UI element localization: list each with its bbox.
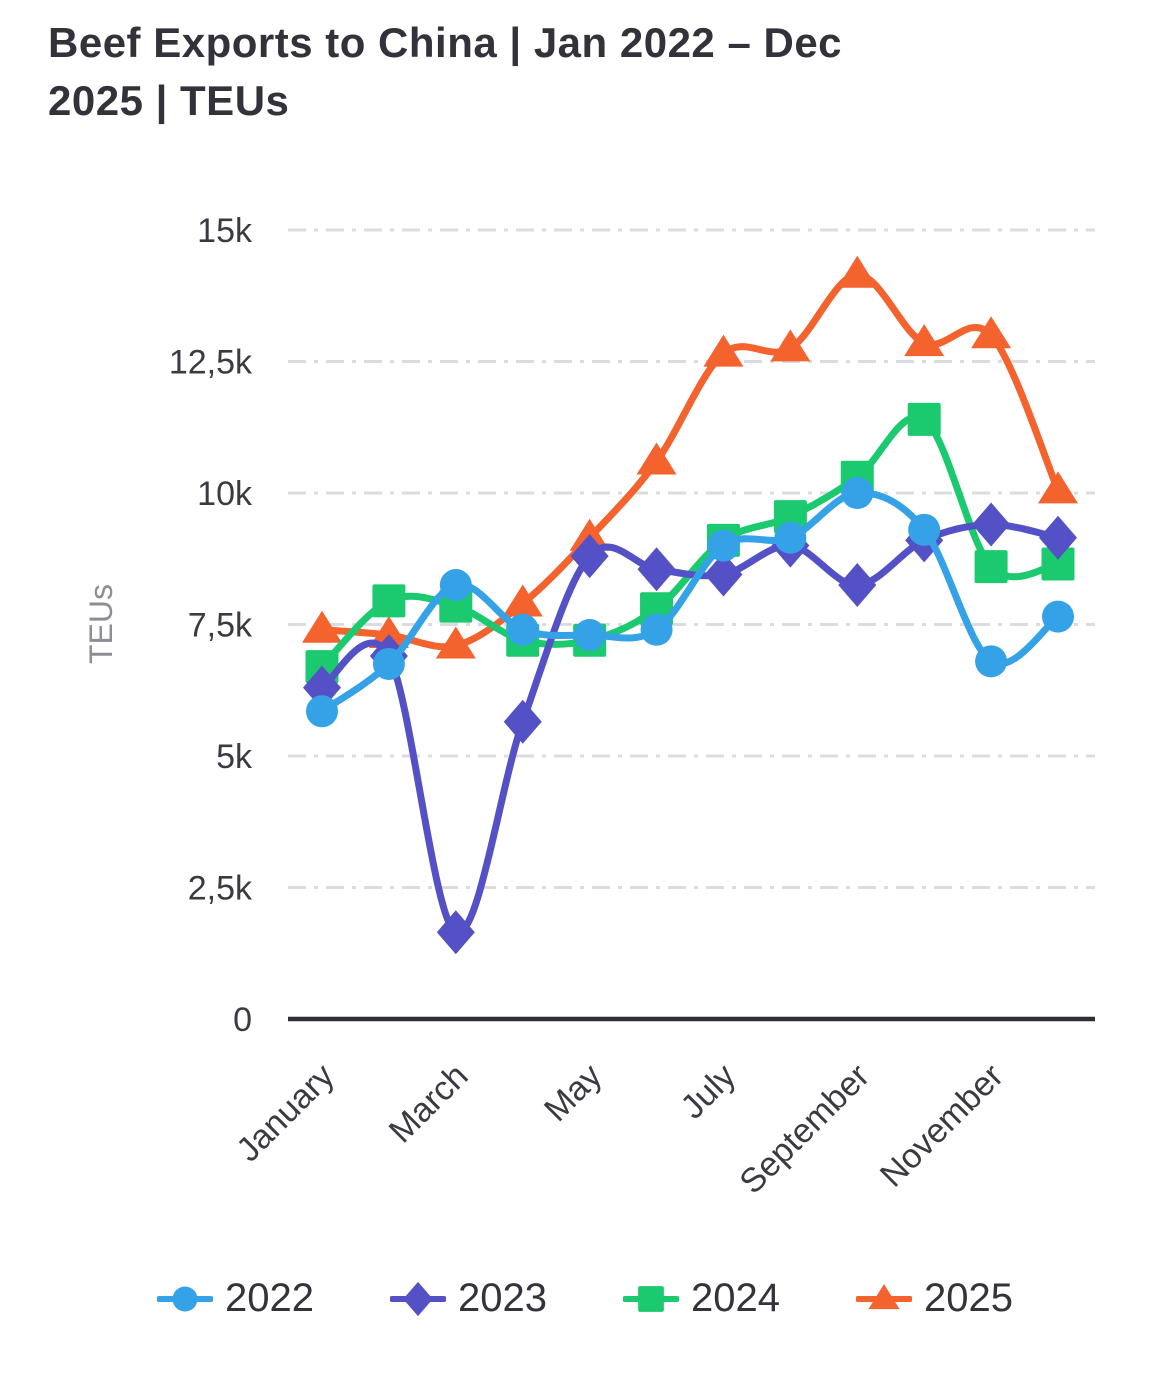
data-point-2022-April[interactable] (506, 613, 539, 646)
y-tick-label: 15k (197, 212, 253, 250)
chart-legend: 2022 2023 2024 2025 (0, 1276, 1170, 1321)
data-point-2022-May[interactable] (573, 619, 606, 652)
legend-marker-shape (172, 1286, 198, 1311)
series-line-2024 (318, 413, 1062, 671)
x-tick-label: July (673, 1057, 743, 1127)
data-point-2023-December[interactable] (1039, 515, 1077, 560)
data-point-2022-July[interactable] (707, 529, 740, 562)
legend-marker-shape (638, 1285, 664, 1312)
data-point-2025-November[interactable] (971, 316, 1012, 349)
data-point-2025-March[interactable] (435, 626, 476, 659)
x-tick-label: May (537, 1057, 609, 1129)
chart-title-line-2: 2025 | TEUs (48, 76, 290, 124)
data-point-2023-September[interactable] (838, 563, 877, 608)
legend-square-icon (623, 1285, 679, 1312)
data-point-2025-October[interactable] (904, 324, 945, 357)
legend-item-2023[interactable]: 2023 (390, 1276, 547, 1321)
data-point-2022-October[interactable] (908, 513, 941, 546)
chart-title: Beef Exports to China | Jan 2022 – Dec 2… (48, 14, 1038, 130)
data-point-2023-July[interactable] (704, 552, 743, 597)
data-point-2024-February[interactable] (372, 584, 406, 618)
legend-label-2023: 2023 (458, 1276, 547, 1320)
data-point-2023-April[interactable] (503, 699, 542, 744)
data-point-2023-March[interactable] (436, 910, 475, 955)
legend-item-2024[interactable]: 2024 (623, 1276, 780, 1321)
legend-circle-icon (157, 1286, 214, 1311)
legend-marker-shape (868, 1283, 900, 1309)
legend-marker-shape (403, 1281, 433, 1316)
legend-item-2025[interactable]: 2025 (855, 1276, 1013, 1321)
data-point-2025-June[interactable] (636, 442, 677, 475)
data-point-2025-April[interactable] (502, 584, 543, 617)
legend-item-2022[interactable]: 2022 (157, 1276, 314, 1321)
data-point-2022-November[interactable] (975, 645, 1008, 678)
data-point-2024-November[interactable] (974, 550, 1008, 584)
data-point-2023-June[interactable] (637, 547, 676, 592)
data-point-2022-December[interactable] (1042, 600, 1074, 633)
data-point-2025-August[interactable] (770, 329, 811, 362)
data-point-2022-January[interactable] (306, 695, 338, 728)
x-tick-label: September (732, 1057, 876, 1201)
y-axis-title: TEUs (83, 584, 119, 664)
legend-label-2024: 2024 (691, 1276, 780, 1320)
data-point-2023-May[interactable] (570, 534, 609, 579)
y-tick-label: 7,5k (188, 607, 253, 645)
data-point-2023-November[interactable] (972, 502, 1011, 547)
data-point-2025-January[interactable] (302, 610, 342, 643)
x-tick-label: November (873, 1057, 1011, 1195)
x-tick-label: March (382, 1057, 476, 1151)
data-point-2025-July[interactable] (703, 334, 744, 367)
data-point-2022-September[interactable] (841, 477, 874, 509)
legend-triangle-icon (855, 1283, 912, 1309)
data-point-2024-October[interactable] (907, 402, 941, 436)
chart-title-line-1: Beef Exports to China | Jan 2022 – Dec (48, 19, 843, 66)
legend-diamond-icon (390, 1281, 447, 1316)
series-line-2022 (318, 489, 1062, 715)
legend-label-2025: 2025 (923, 1276, 1013, 1320)
y-tick-label: 12,5k (169, 344, 253, 382)
data-point-2025-December[interactable] (1038, 471, 1078, 504)
data-point-2022-February[interactable] (372, 647, 405, 680)
data-point-2022-March[interactable] (439, 569, 472, 602)
data-point-2024-December[interactable] (1041, 547, 1075, 581)
y-tick-label: 5k (216, 738, 253, 776)
data-point-2022-June[interactable] (640, 613, 673, 646)
x-tick-label: January (229, 1057, 341, 1169)
legend-label-2022: 2022 (225, 1276, 315, 1320)
data-point-2022-August[interactable] (774, 521, 807, 554)
y-tick-label: 0 (233, 1001, 252, 1039)
y-tick-label: 2,5k (188, 870, 253, 908)
y-tick-label: 10k (197, 475, 253, 513)
data-point-2025-September[interactable] (837, 255, 878, 288)
data-point-2025-February[interactable] (368, 616, 409, 649)
